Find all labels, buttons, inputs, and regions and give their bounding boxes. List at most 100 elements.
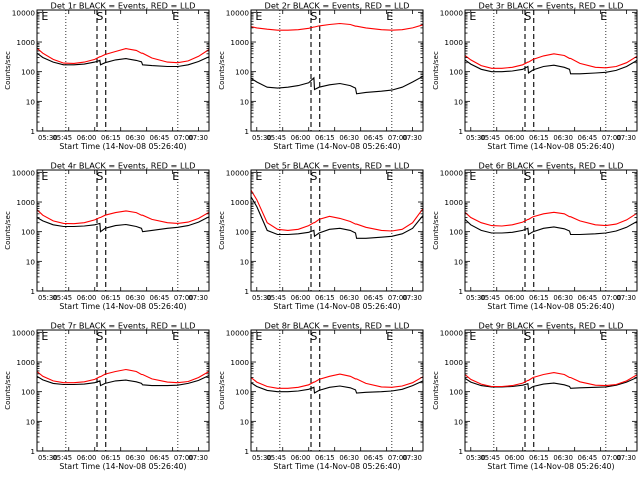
x-tick-label: 06:00: [77, 294, 97, 302]
events-series-line: [464, 218, 638, 236]
marker-label-e-3: E: [600, 330, 607, 343]
x-tick-label: 05:30: [466, 294, 486, 302]
x-tick-label: 06:00: [77, 454, 97, 462]
x-tick-label: 06:45: [364, 134, 384, 142]
y-tick-label: 10000: [12, 8, 36, 17]
marker-label-e-1: E: [255, 170, 262, 183]
y-tick-label: 10000: [440, 328, 464, 337]
x-tick-label: 05:30: [38, 454, 58, 462]
plot-frame: [464, 9, 638, 132]
x-tick-label: 06:15: [529, 134, 549, 142]
y-tick-label: 1: [30, 287, 35, 296]
x-tick-label: 06:45: [150, 134, 170, 142]
y-tick-label: 1000: [444, 358, 463, 367]
marker-label-e-1: E: [469, 170, 476, 183]
x-tick-label: 06:00: [77, 134, 97, 142]
y-tick-label: 1000: [230, 358, 249, 367]
y-tick-label: 10: [240, 417, 250, 426]
x-tick-label: 07:00: [602, 134, 622, 142]
lld-series-line: [36, 47, 210, 64]
plot-frame: [250, 329, 424, 452]
events-series-line: [464, 376, 638, 391]
plot-frame: [464, 169, 638, 292]
y-tick-label: 1: [458, 287, 463, 296]
chart-title: Det 5r BLACK = Events, RED = LLD: [265, 161, 410, 171]
y-tick-label: 10: [26, 97, 36, 106]
y-tick-label: 1: [244, 447, 249, 456]
x-tick-label: 05:45: [52, 134, 72, 142]
y-tick-label: 1: [30, 127, 35, 136]
marker-label-e-1: E: [469, 10, 476, 23]
marker-label-s-2: S: [524, 170, 531, 183]
x-tick-label: 06:15: [529, 454, 549, 462]
x-tick-label: 05:45: [480, 454, 500, 462]
events-series-line: [250, 75, 424, 95]
chart-title: Det 3r BLACK = Events, RED = LLD: [479, 1, 624, 11]
y-tick-label: 1: [244, 127, 249, 136]
y-tick-label: 10000: [12, 328, 36, 337]
x-tick-label: 06:30: [339, 454, 359, 462]
marker-label-s-2: S: [96, 10, 103, 23]
y-tick-label: 10000: [12, 168, 36, 177]
x-tick-label: 06:15: [101, 134, 121, 142]
x-tick-label: 05:45: [480, 294, 500, 302]
y-tick-label: 10: [26, 417, 36, 426]
x-axis-label: Start Time (14-Nov-08 05:26:40): [59, 462, 186, 471]
x-tick-label: 07:30: [188, 294, 208, 302]
x-tick-label: 06:45: [150, 294, 170, 302]
marker-label-s-2: S: [524, 330, 531, 343]
plot-frame: [250, 169, 424, 292]
y-tick-label: 1000: [444, 38, 463, 47]
marker-label-e-3: E: [172, 170, 179, 183]
y-tick-label: 1000: [16, 38, 35, 47]
y-tick-label: 10: [26, 257, 36, 266]
chart-title: Det 2r BLACK = Events, RED = LLD: [265, 1, 410, 11]
x-tick-label: 07:30: [616, 134, 636, 142]
events-series-line: [464, 59, 638, 75]
x-tick-label: 06:45: [150, 454, 170, 462]
x-tick-label: 06:30: [339, 134, 359, 142]
x-tick-label: 05:30: [38, 134, 58, 142]
y-axis-label: Counts/sec: [4, 371, 12, 410]
marker-label-e-3: E: [172, 330, 179, 343]
lld-series-line: [464, 53, 638, 69]
y-tick-label: 100: [449, 228, 463, 237]
x-tick-label: 05:45: [266, 134, 286, 142]
y-tick-label: 10000: [440, 168, 464, 177]
x-tick-label: 06:15: [315, 454, 335, 462]
x-tick-label: 07:30: [402, 454, 422, 462]
y-axis-label: Counts/sec: [218, 371, 226, 410]
lld-series-line: [464, 372, 638, 388]
y-tick-label: 1000: [16, 358, 35, 367]
y-axis-label: Counts/sec: [4, 51, 12, 90]
x-tick-label: 07:00: [174, 454, 194, 462]
x-tick-label: 07:30: [188, 134, 208, 142]
x-tick-label: 06:45: [364, 294, 384, 302]
y-tick-label: 100: [235, 228, 249, 237]
x-tick-label: 06:30: [125, 454, 145, 462]
x-axis-label: Start Time (14-Nov-08 05:26:40): [59, 302, 186, 311]
marker-label-s-2: S: [524, 10, 531, 23]
x-tick-label: 05:45: [266, 294, 286, 302]
x-axis-label: Start Time (14-Nov-08 05:26:40): [273, 462, 400, 471]
x-tick-label: 06:30: [339, 294, 359, 302]
plot-frame: [464, 329, 638, 452]
y-tick-label: 100: [235, 388, 249, 397]
y-axis-label: Counts/sec: [432, 51, 440, 90]
x-axis-label: Start Time (14-Nov-08 05:26:40): [487, 302, 614, 311]
y-tick-label: 10: [454, 97, 464, 106]
lld-series-line: [250, 373, 424, 389]
x-tick-label: 06:15: [529, 294, 549, 302]
chart-title: Det 6r BLACK = Events, RED = LLD: [479, 161, 624, 171]
y-tick-label: 10: [454, 257, 464, 266]
x-axis-label: Start Time (14-Nov-08 05:26:40): [487, 142, 614, 151]
x-tick-label: 06:30: [553, 454, 573, 462]
lld-series-line: [250, 189, 424, 232]
y-tick-label: 10: [240, 257, 250, 266]
x-tick-label: 06:15: [315, 294, 335, 302]
x-axis-label: Start Time (14-Nov-08 05:26:40): [59, 142, 186, 151]
